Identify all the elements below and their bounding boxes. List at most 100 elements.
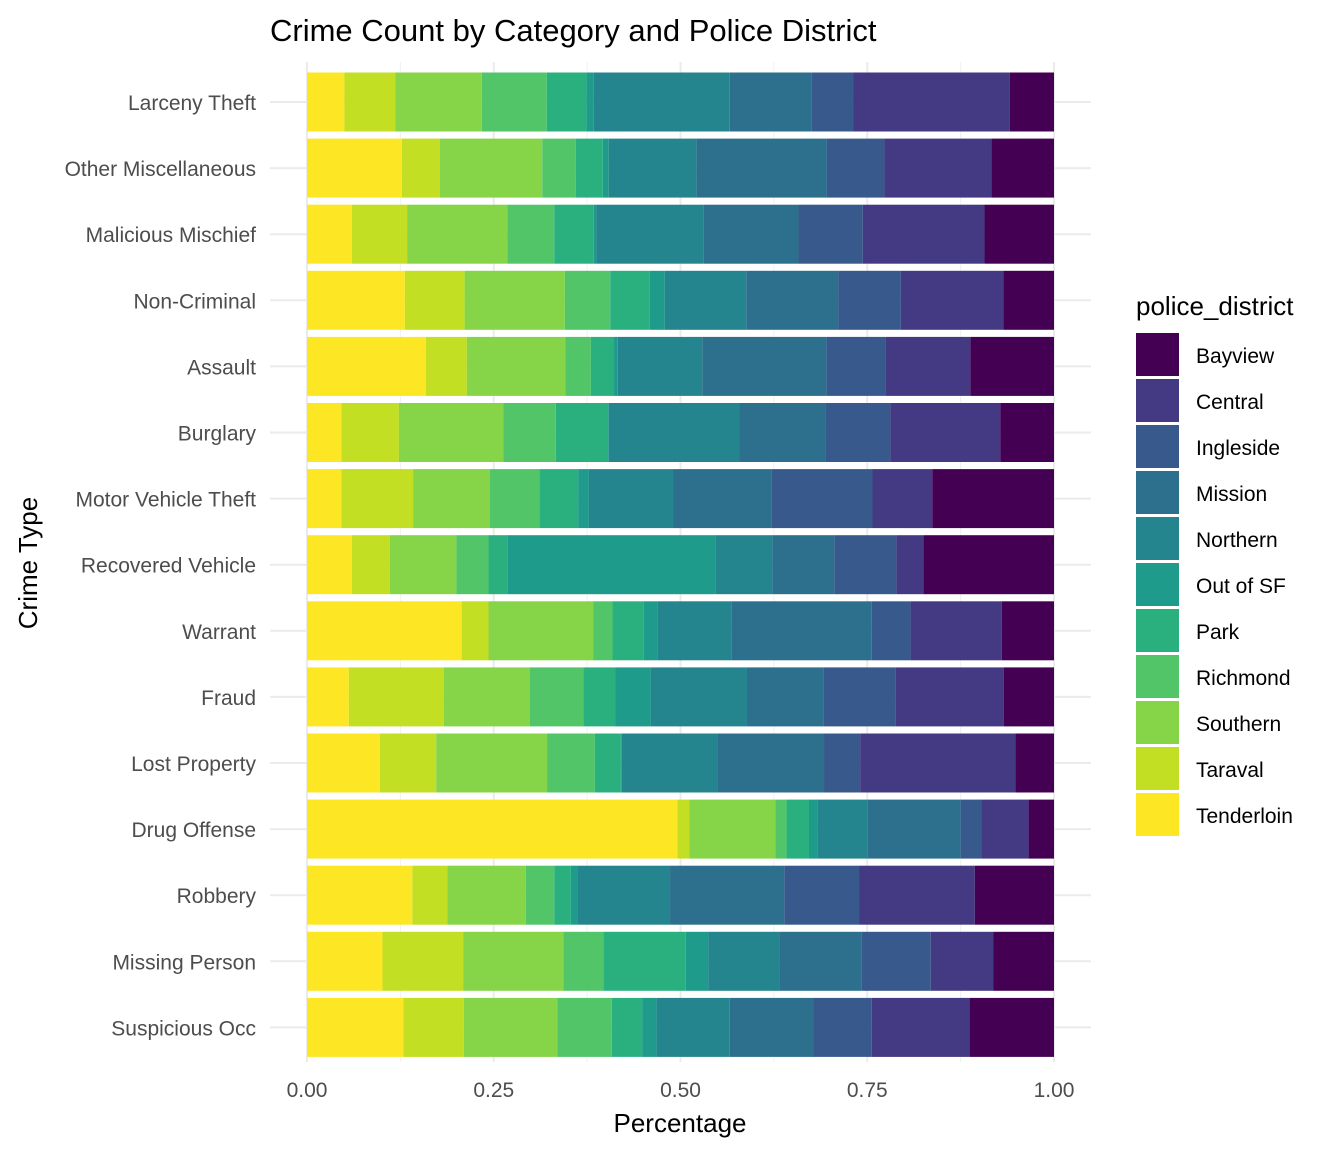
bar-segment-robbery-bayview bbox=[974, 865, 1054, 925]
bar-segment-lost-property-richmond bbox=[547, 733, 595, 793]
bar-segment-assault-central bbox=[885, 336, 971, 396]
bar-segment-robbery-richmond bbox=[525, 865, 555, 925]
y-tick-label: Drug Offense bbox=[131, 819, 256, 842]
legend-key-taraval bbox=[1136, 747, 1179, 790]
bar-segment-fraud-bayview bbox=[1003, 667, 1054, 727]
bar-segment-fraud-taraval bbox=[348, 667, 444, 727]
legend-key-northern bbox=[1136, 517, 1179, 560]
bar-segment-missing-person-mission bbox=[779, 931, 862, 991]
bar-segment-drug-offense-richmond bbox=[775, 799, 787, 859]
bar-segment-motor-vehicle-theft-taraval bbox=[341, 469, 414, 529]
bar-segment-malicious-mischief-northern bbox=[596, 204, 704, 264]
x-tick-label: 0.75 bbox=[847, 1079, 888, 1102]
bar-segment-non-criminal-mission bbox=[746, 270, 839, 330]
bar-segment-fraud-ingleside bbox=[823, 667, 896, 727]
bar-segment-drug-offense-park bbox=[786, 799, 809, 859]
bar-segment-warrant-central bbox=[910, 601, 1002, 661]
bar-segment-malicious-mischief-richmond bbox=[507, 204, 555, 264]
bar-segment-lost-property-ingleside bbox=[824, 733, 861, 793]
bar-segment-non-criminal-tenderloin bbox=[307, 270, 405, 330]
bar-segment-missing-person-central bbox=[930, 931, 994, 991]
bar-segment-recovered-vehicle-mission bbox=[772, 535, 835, 595]
bar-segment-burglary-central bbox=[890, 403, 1001, 462]
bar-segment-warrant-mission bbox=[731, 601, 872, 661]
bar-segment-non-criminal-northern bbox=[664, 270, 747, 330]
bar-segment-larceny-theft-tenderloin bbox=[307, 72, 345, 132]
bar-segment-drug-offense-ingleside bbox=[960, 799, 982, 859]
bar-segment-robbery-ingleside bbox=[784, 865, 860, 925]
bar-segment-motor-vehicle-theft-bayview bbox=[932, 469, 1054, 529]
bar-segment-suspicious-occ-out-of-sf bbox=[642, 997, 657, 1057]
bar-segment-burglary-tenderloin bbox=[307, 403, 342, 462]
bar-segment-motor-vehicle-theft-ingleside bbox=[771, 469, 873, 529]
bar-segment-assault-park bbox=[590, 336, 615, 396]
bar-segment-fraud-tenderloin bbox=[307, 667, 349, 727]
y-axis-title: Crime Type bbox=[13, 497, 43, 629]
bar-segment-burglary-southern bbox=[398, 403, 504, 462]
y-tick-label: Robbery bbox=[177, 885, 257, 908]
bar-segment-suspicious-occ-southern bbox=[463, 997, 558, 1057]
bar-segment-malicious-mischief-southern bbox=[407, 204, 508, 264]
bar-segment-suspicious-occ-mission bbox=[729, 997, 814, 1057]
bar-segment-larceny-theft-mission bbox=[729, 72, 812, 132]
bar-segment-assault-ingleside bbox=[826, 336, 886, 396]
bar-segment-robbery-southern bbox=[447, 865, 526, 925]
bar-segment-larceny-theft-ingleside bbox=[811, 72, 854, 132]
legend-label: Bayview bbox=[1196, 345, 1275, 368]
bar-segment-larceny-theft-southern bbox=[395, 72, 482, 132]
bar-segment-missing-person-out-of-sf bbox=[685, 931, 709, 991]
bar-segment-other-miscellaneous-mission bbox=[696, 138, 827, 198]
bar-segment-robbery-mission bbox=[670, 865, 785, 925]
bar-segment-warrant-out-of-sf bbox=[643, 601, 658, 661]
bar-segment-malicious-mischief-mission bbox=[703, 204, 799, 264]
bar-segment-lost-property-northern bbox=[621, 733, 718, 793]
x-tick-label: 0.25 bbox=[473, 1079, 514, 1102]
bar-segment-burglary-park bbox=[555, 403, 609, 462]
bar-segment-non-criminal-bayview bbox=[1003, 270, 1054, 330]
bar-segment-motor-vehicle-theft-park bbox=[539, 469, 579, 529]
bar-segment-other-miscellaneous-southern bbox=[439, 138, 543, 198]
bar-segment-malicious-mischief-ingleside bbox=[798, 204, 863, 264]
bar-segment-motor-vehicle-theft-richmond bbox=[490, 469, 540, 529]
x-tick-labels: 0.00 0.25 0.50 0.75 1.00 bbox=[287, 1079, 1075, 1102]
bar-segment-suspicious-occ-northern bbox=[656, 997, 730, 1057]
legend-label: Park bbox=[1196, 621, 1240, 644]
bar-segment-drug-offense-bayview bbox=[1028, 799, 1054, 859]
y-tick-label: Larceny Theft bbox=[128, 92, 256, 115]
x-tick-label: 1.00 bbox=[1034, 1079, 1075, 1102]
y-tick-label: Non-Criminal bbox=[133, 290, 256, 313]
legend-key-ingleside bbox=[1136, 425, 1179, 468]
bar-segment-other-miscellaneous-central bbox=[884, 138, 992, 198]
bar-segment-burglary-richmond bbox=[503, 403, 556, 462]
bar-segment-lost-property-southern bbox=[436, 733, 548, 793]
bar-segment-larceny-theft-out-of-sf bbox=[586, 72, 594, 132]
bar-segment-warrant-bayview bbox=[1001, 601, 1054, 661]
y-tick-label: Lost Property bbox=[131, 753, 256, 776]
x-tick-label: 0.50 bbox=[660, 1079, 701, 1102]
bar-segment-non-criminal-park bbox=[610, 270, 650, 330]
bar-segments bbox=[307, 72, 1054, 1057]
bar-segment-warrant-richmond bbox=[593, 601, 613, 661]
bar-segment-motor-vehicle-theft-central bbox=[872, 469, 933, 529]
bar-segment-suspicious-occ-tenderloin bbox=[307, 997, 404, 1057]
bar-segment-missing-person-tenderloin bbox=[307, 931, 383, 991]
bar-segment-larceny-theft-central bbox=[853, 72, 1010, 132]
bar-segment-missing-person-bayview bbox=[993, 931, 1054, 991]
bar-segment-malicious-mischief-out-of-sf bbox=[593, 204, 597, 264]
bar-segment-non-criminal-richmond bbox=[564, 270, 611, 330]
y-tick-label: Other Miscellaneous bbox=[65, 158, 256, 181]
bar-segment-other-miscellaneous-ingleside bbox=[826, 138, 885, 198]
legend-key-park bbox=[1136, 609, 1179, 652]
bar-segment-other-miscellaneous-taraval bbox=[401, 138, 440, 198]
bar-segment-recovered-vehicle-southern bbox=[389, 535, 457, 595]
bar-segment-other-miscellaneous-out-of-sf bbox=[602, 138, 609, 198]
y-tick-labels: Larceny Theft Other Miscellaneous Maliciou… bbox=[65, 92, 257, 1040]
bar-segment-drug-offense-tenderloin bbox=[307, 799, 678, 859]
bar-segment-assault-out-of-sf bbox=[614, 336, 618, 396]
legend-key-bayview bbox=[1136, 333, 1179, 376]
bar-segment-recovered-vehicle-northern bbox=[715, 535, 773, 595]
bar-segment-fraud-central bbox=[895, 667, 1004, 727]
bar-segment-motor-vehicle-theft-northern bbox=[588, 469, 674, 529]
